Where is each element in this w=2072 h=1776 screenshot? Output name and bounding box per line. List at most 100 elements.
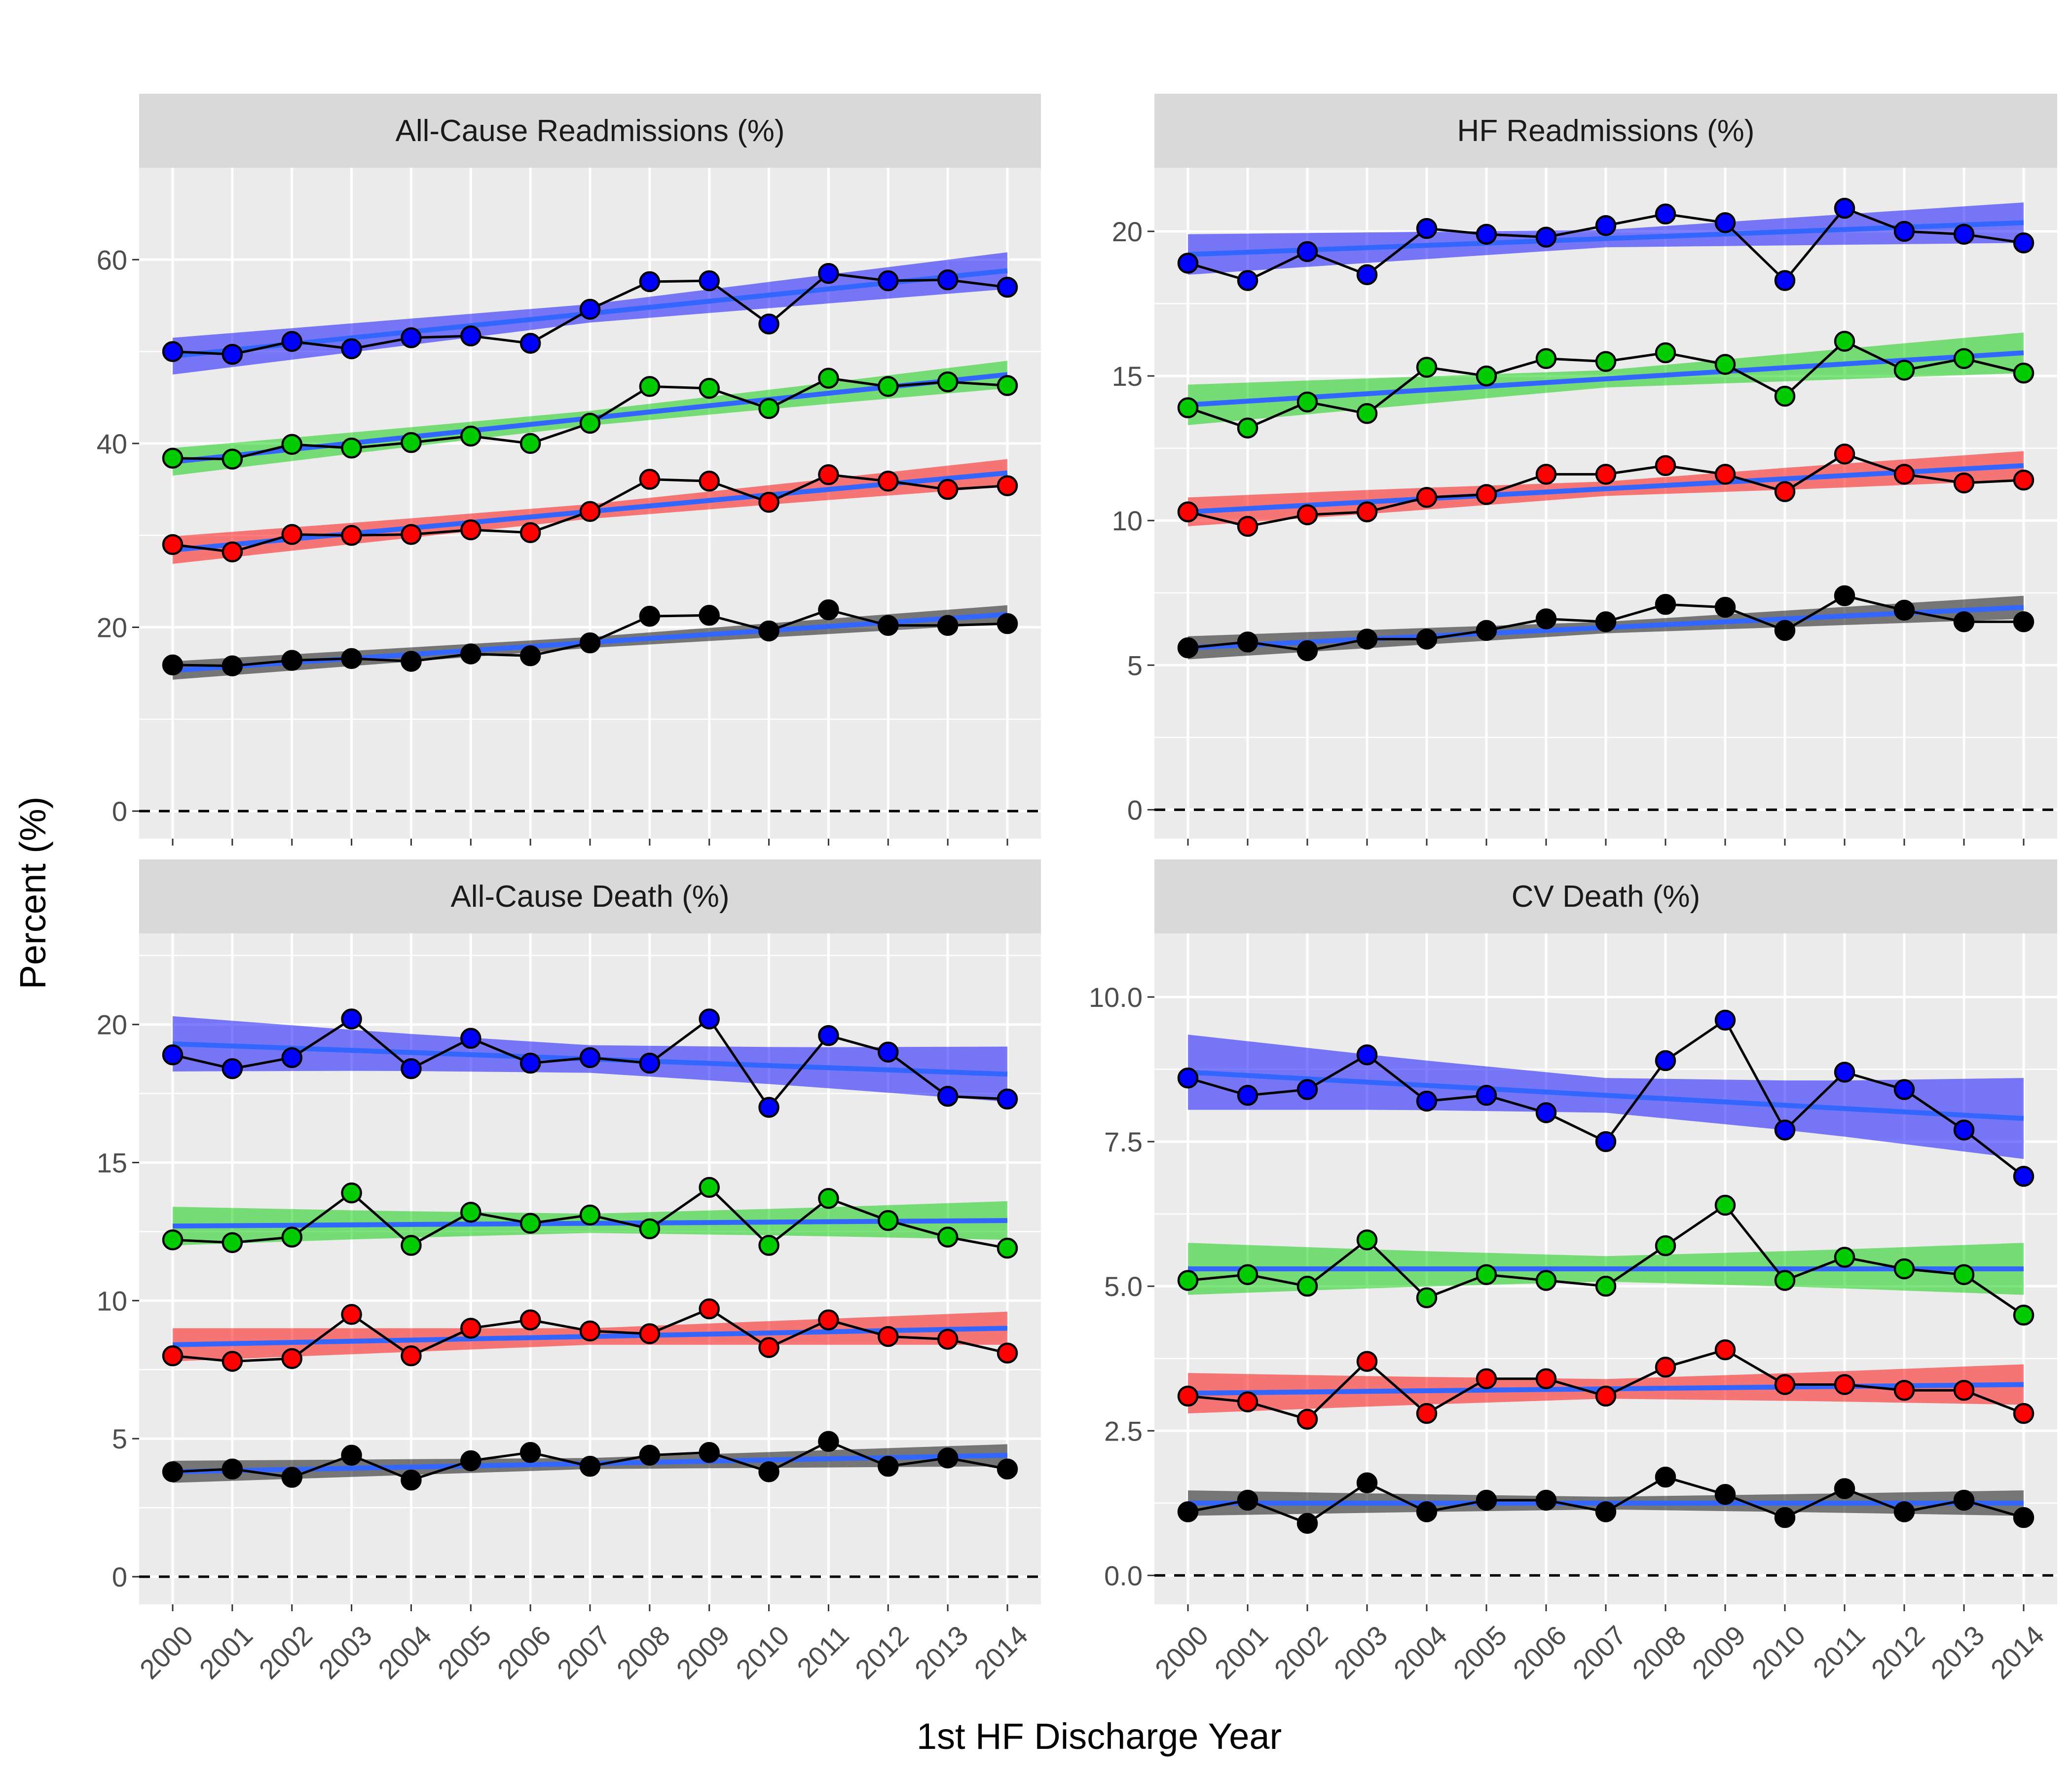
data-point — [1714, 596, 1736, 618]
data-point — [1296, 640, 1318, 662]
panel-title: HF Readmissions (%) — [1457, 114, 1755, 148]
series-3 — [1177, 444, 2035, 537]
series-3 — [1177, 1339, 2035, 1430]
data-point — [579, 1320, 601, 1342]
data-point — [1535, 464, 1557, 485]
data-point — [281, 434, 302, 455]
series-3 — [162, 459, 1018, 564]
series-4 — [1177, 1466, 2035, 1534]
data-point — [878, 376, 899, 397]
data-point — [878, 1210, 899, 1231]
data-point — [1595, 215, 1617, 236]
data-point — [1953, 472, 1975, 494]
data-point — [758, 313, 779, 334]
data-point — [1655, 455, 1676, 477]
data-point — [997, 1088, 1018, 1110]
trend-line — [1187, 463, 2024, 515]
data-point — [162, 341, 184, 362]
data-point — [1893, 599, 1915, 621]
data-point — [758, 1235, 779, 1256]
data-point — [1535, 608, 1557, 629]
data-point — [1177, 1270, 1199, 1291]
panel-4: CV Death (%)0.02.55.07.510.0200020012002… — [1089, 859, 2057, 1685]
data-point — [222, 1458, 243, 1480]
series-1 — [162, 1008, 1018, 1118]
data-point — [699, 270, 720, 292]
data-point — [2013, 1304, 2035, 1326]
x-axis-title: 1st HF Discharge Year — [917, 1716, 1282, 1757]
data-point — [1714, 1194, 1736, 1216]
data-point — [222, 655, 243, 677]
data-point — [997, 1458, 1018, 1480]
data-point — [1535, 348, 1557, 370]
series-1 — [1177, 1009, 2035, 1187]
data-point — [1953, 223, 1975, 245]
data-point — [1237, 417, 1258, 439]
data-point — [1416, 1403, 1438, 1424]
data-point — [2013, 469, 2035, 491]
data-point — [758, 1097, 779, 1118]
data-point — [1714, 212, 1736, 233]
data-point — [1893, 360, 1915, 381]
data-point — [1655, 1466, 1676, 1488]
data-point — [639, 1323, 661, 1344]
data-point — [1953, 1489, 1975, 1511]
panel-strip — [139, 859, 1041, 933]
data-point — [1356, 629, 1378, 650]
data-point — [281, 524, 302, 545]
data-point — [519, 1213, 541, 1234]
data-point — [1296, 1408, 1318, 1430]
y-tick-label: 7.5 — [1104, 1126, 1143, 1157]
data-point — [997, 1342, 1018, 1364]
data-point — [1177, 397, 1199, 418]
data-point — [460, 1028, 481, 1049]
panels: All-Cause Readmissions (%) 0 20 40 60 HF Read… — [97, 94, 2057, 1685]
data-point — [460, 1450, 481, 1472]
data-point — [1237, 1391, 1258, 1412]
data-point — [2013, 1166, 2035, 1187]
data-point — [1416, 357, 1438, 378]
data-point — [1177, 1385, 1199, 1407]
data-point — [699, 1177, 720, 1198]
data-point — [758, 1461, 779, 1482]
data-point — [401, 1345, 422, 1367]
data-point — [699, 1008, 720, 1030]
data-point — [1655, 1235, 1676, 1257]
data-point — [401, 1235, 422, 1256]
panel-title: CV Death (%) — [1512, 880, 1700, 914]
data-point — [1476, 1264, 1497, 1285]
data-point — [341, 524, 362, 546]
data-point — [1296, 1275, 1318, 1297]
data-point — [1595, 1131, 1617, 1152]
data-point — [818, 599, 839, 621]
data-point — [1655, 203, 1676, 225]
panel-1: All-Cause Readmissions (%) 0 20 40 60 — [97, 94, 1041, 846]
data-point — [1476, 1368, 1497, 1390]
data-point — [162, 447, 184, 469]
data-point — [1595, 351, 1617, 372]
data-point — [937, 1329, 959, 1350]
data-point — [1177, 501, 1199, 522]
data-point — [699, 377, 720, 399]
y-tick-label: 0 — [1127, 794, 1143, 825]
data-point — [758, 620, 779, 642]
data-point — [878, 1326, 899, 1347]
data-point — [639, 1444, 661, 1466]
data-point — [1893, 1379, 1915, 1401]
data-point — [1356, 501, 1378, 522]
data-point — [460, 425, 481, 447]
data-point — [1356, 1229, 1378, 1251]
data-point — [1953, 348, 1975, 370]
data-point — [1535, 1102, 1557, 1123]
data-point — [1774, 1119, 1796, 1141]
data-point — [1655, 1357, 1676, 1378]
panel-strip — [1154, 859, 2057, 933]
data-point — [937, 1447, 959, 1469]
data-point — [162, 1345, 184, 1367]
data-point — [1953, 1119, 1975, 1141]
data-point — [699, 1442, 720, 1463]
data-point — [162, 1229, 184, 1251]
y-tick-label: 20 — [97, 612, 127, 643]
data-point — [1893, 1079, 1915, 1100]
data-point — [1356, 264, 1378, 286]
